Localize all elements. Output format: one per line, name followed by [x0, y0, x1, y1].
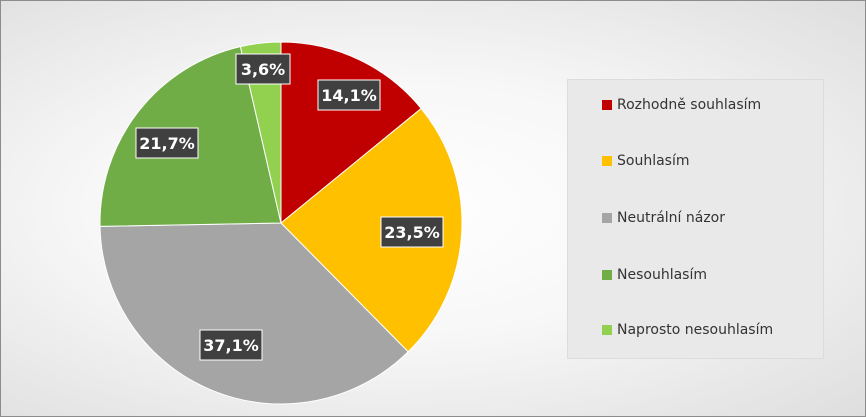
pie-slice-naprosto-nesouhlasim — [239, 41, 282, 224]
legend-label: Souhlasím — [617, 153, 690, 169]
data-label-box — [380, 216, 444, 248]
data-label-box — [199, 329, 263, 361]
legend-label: Naprosto nesouhlasím — [617, 322, 774, 338]
legend-item-neutralni-nazor: Neutrální názor — [602, 209, 725, 227]
legend-swatch — [602, 156, 612, 166]
legend: Rozhodně souhlasím Souhlasím Neutrální n… — [567, 79, 824, 359]
legend-item-nesouhlasim: Nesouhlasím — [602, 266, 707, 284]
legend-item-naprosto-nesouhlasim: Naprosto nesouhlasím — [602, 321, 773, 339]
data-label-naprosto-nesouhlasim: 3,6% — [235, 53, 291, 85]
data-label-text: 23,5% — [384, 223, 440, 242]
data-label-souhlasim: 23,5% — [380, 216, 444, 248]
legend-swatch — [602, 270, 612, 280]
data-label-text: 37,1% — [203, 336, 259, 355]
data-label-rozhodne-souhlasim: 14,1% — [317, 79, 381, 111]
legend-item-souhlasim: Souhlasím — [602, 152, 690, 170]
legend-swatch — [602, 213, 612, 223]
pie-slice-souhlasim — [280, 107, 463, 353]
pie-slice-rozhodne-souhlasim — [280, 41, 422, 225]
data-label-neutralni-nazor: 37,1% — [199, 329, 263, 361]
data-label-text: 3,6% — [241, 60, 285, 79]
data-label-text: 14,1% — [321, 86, 377, 105]
legend-label: Nesouhlasím — [617, 267, 707, 283]
legend-label: Neutrální názor — [617, 210, 726, 226]
data-label-box — [135, 127, 199, 159]
legend-swatch — [602, 325, 612, 335]
data-label-box — [235, 53, 291, 85]
pie-slice-neutralni-nazor — [99, 222, 409, 405]
legend-label: Rozhodně souhlasím — [617, 97, 762, 113]
data-label-box — [317, 79, 381, 111]
data-label-text: 21,7% — [139, 134, 195, 153]
legend-swatch — [602, 100, 612, 110]
legend-item-rozhodne-souhlasim: Rozhodně souhlasím — [602, 96, 761, 114]
data-label-nesouhlasim: 21,7% — [135, 127, 199, 159]
